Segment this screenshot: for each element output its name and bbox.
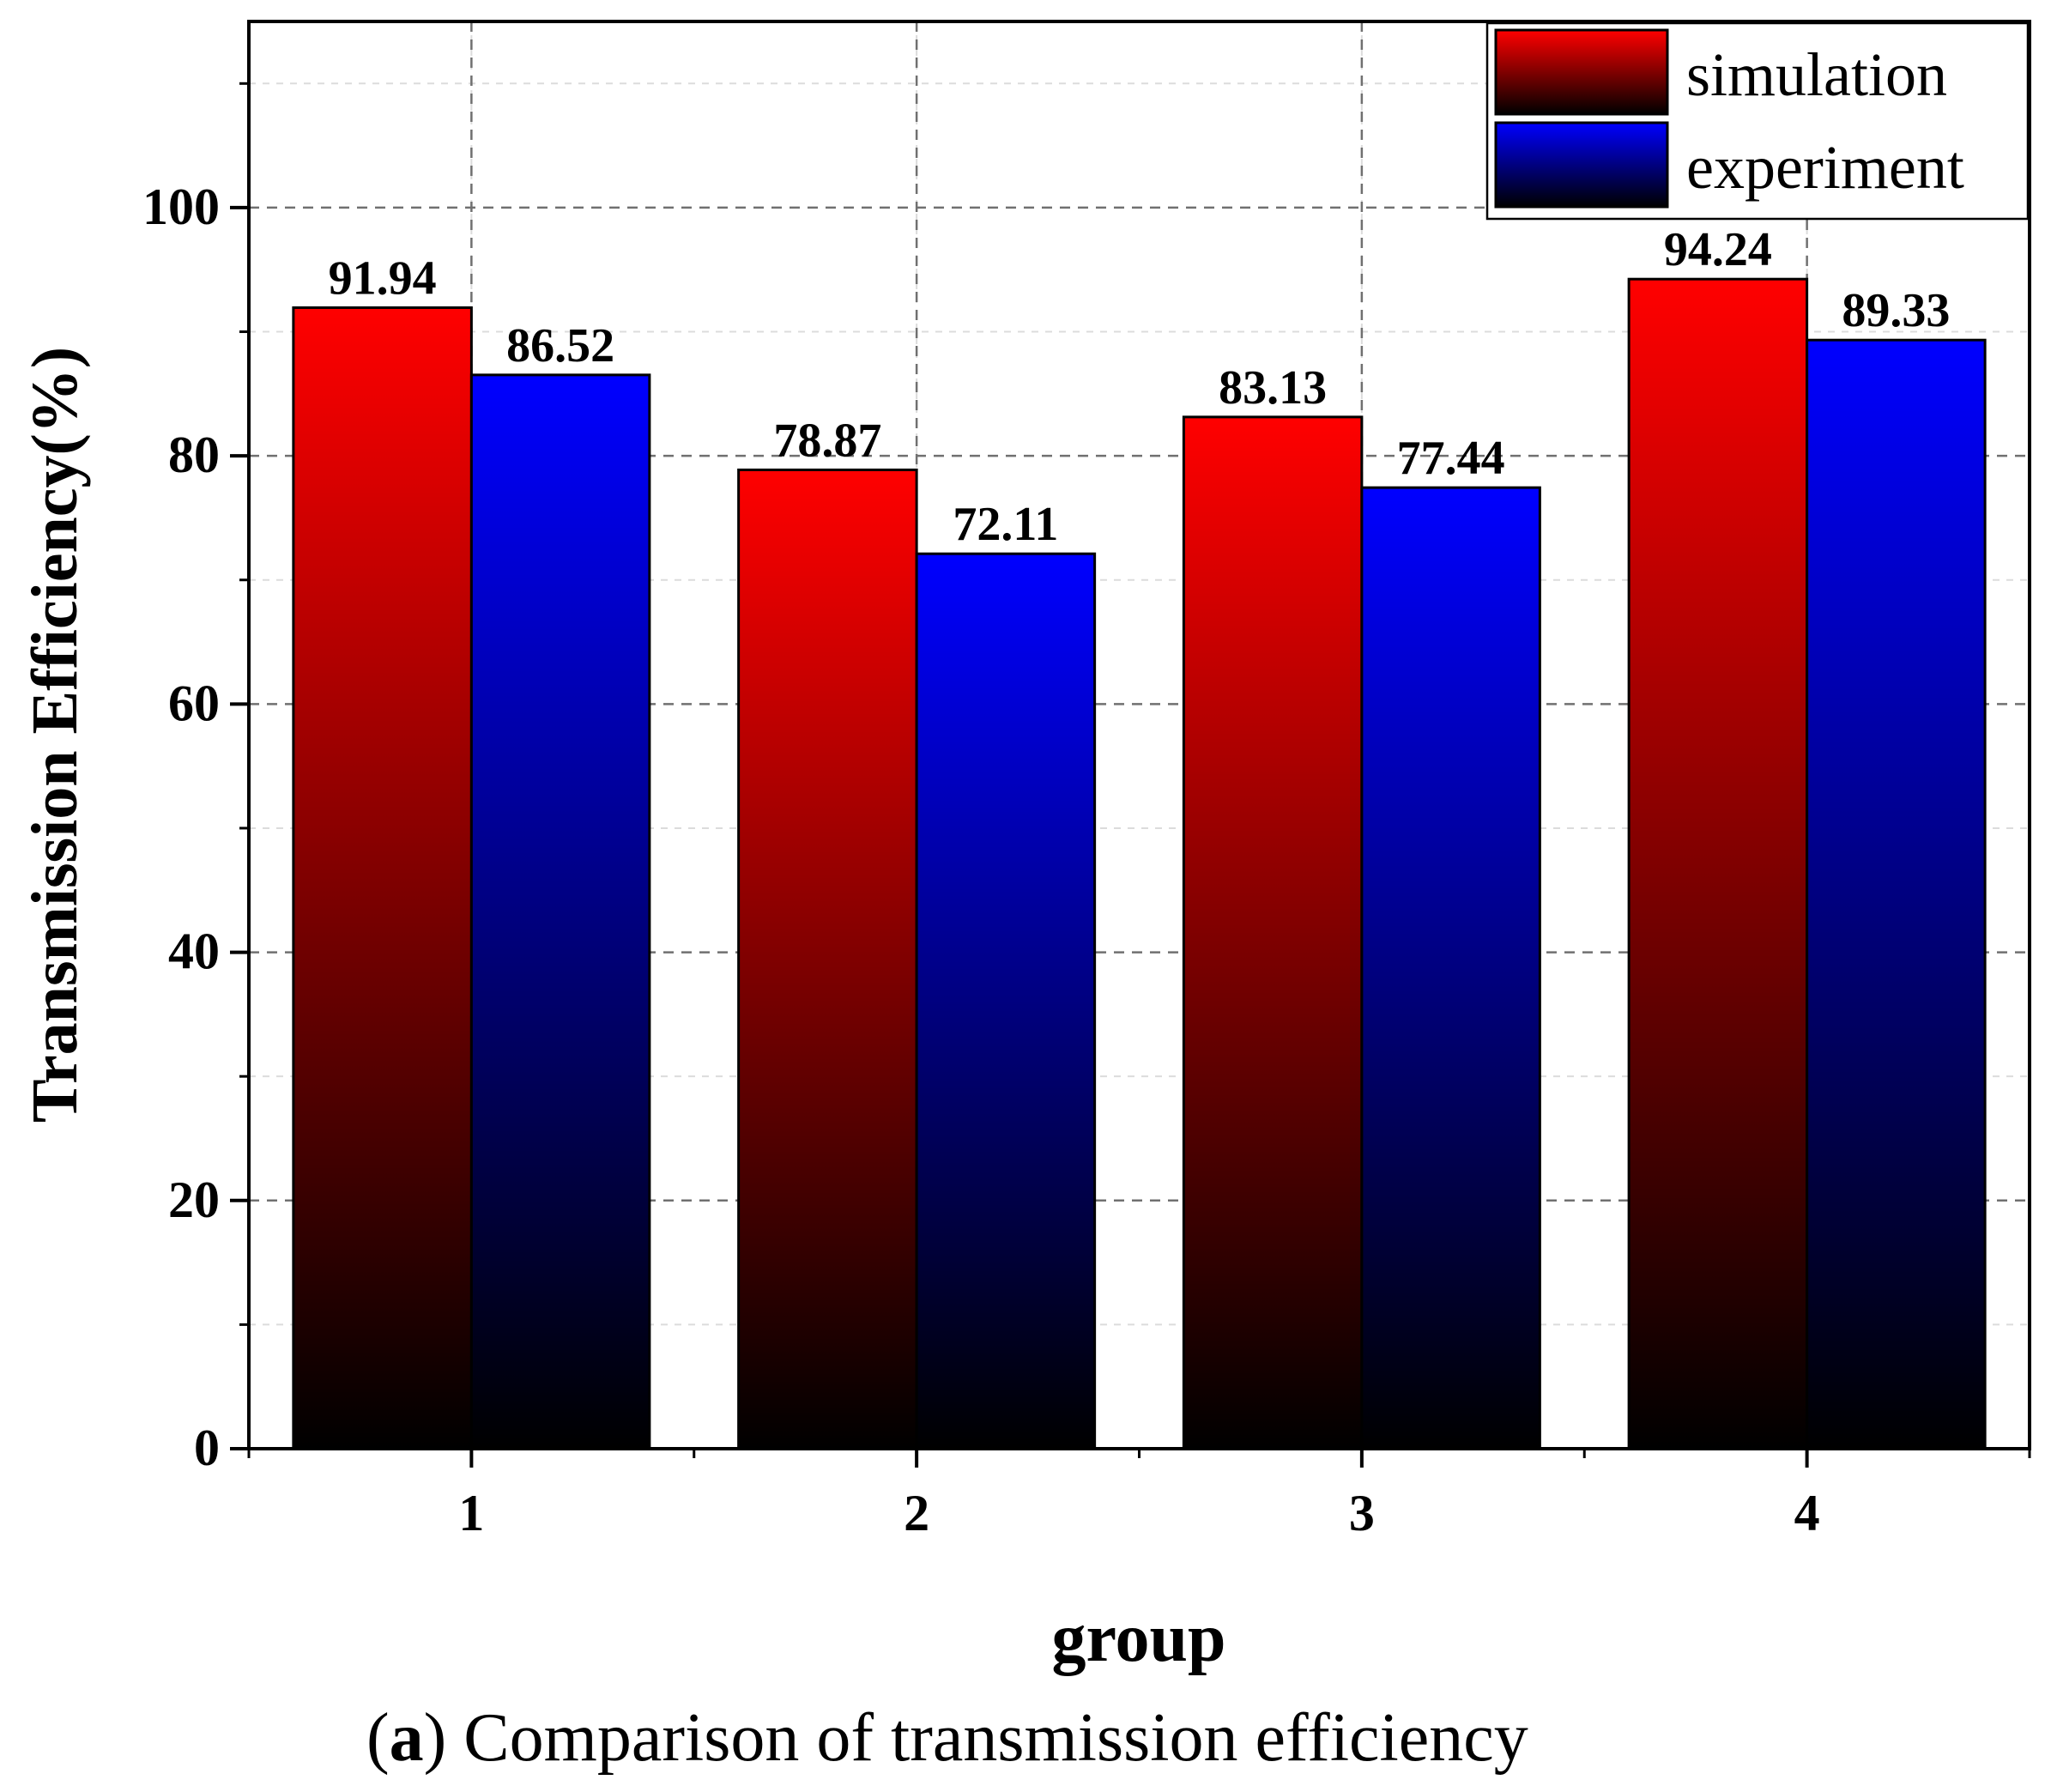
- bar-experiment-2: [915, 552, 1097, 1450]
- bar-chart: 91.94 86.52 78.87 72.11 83.13 77.44 94.24 89.33…: [19, 20, 2031, 1676]
- bar-experiment-1: [469, 373, 651, 1450]
- x-tick-label: 3: [1349, 1485, 1375, 1541]
- y-axis-title: Transmission Efficiency(%): [19, 347, 91, 1123]
- caption-text: ) Comparison of transmission efficiency: [423, 1700, 1528, 1776]
- bar-experiment-3: [1360, 486, 1541, 1450]
- axes: [230, 20, 2031, 1468]
- y-tick-label: 0: [194, 1420, 220, 1476]
- legend: simulation experiment: [1485, 21, 2030, 221]
- data-label-simulation-2: 78.87: [773, 414, 881, 467]
- y-tick-label: 60: [168, 675, 220, 731]
- bar-experiment-4: [1806, 338, 1987, 1450]
- data-label-simulation-4: 94.24: [1664, 223, 1772, 276]
- data-label-experiment-1: 86.52: [506, 319, 614, 372]
- data-label-experiment-2: 72.11: [953, 498, 1058, 551]
- x-tick-label: 4: [1794, 1485, 1820, 1541]
- figure-caption: (a) Comparison of transmission efficienc…: [0, 1704, 2051, 1772]
- bar-simulation-4: [1627, 277, 1809, 1450]
- y-tick-label: 80: [168, 427, 220, 483]
- data-label-experiment-4: 89.33: [1842, 284, 1950, 337]
- tick-labels: 0 20 40 60 80 100 1 2 3 4: [142, 179, 1820, 1541]
- legend-label-simulation: simulation: [1686, 40, 1947, 109]
- x-tick-label: 1: [458, 1485, 484, 1541]
- y-tick-label: 100: [142, 179, 220, 235]
- data-label-simulation-3: 83.13: [1219, 361, 1327, 415]
- bar-simulation-1: [292, 306, 473, 1450]
- bars: [292, 277, 1987, 1450]
- legend-swatch-experiment: [1494, 121, 1669, 209]
- caption-letter: a: [389, 1700, 424, 1776]
- x-axis-title: group: [1051, 1601, 1225, 1676]
- data-label-simulation-1: 91.94: [329, 251, 437, 305]
- y-tick-label: 40: [168, 923, 220, 980]
- y-tick-label: 20: [168, 1171, 220, 1228]
- legend-swatch-simulation: [1494, 28, 1669, 116]
- caption-open: (: [366, 1700, 390, 1776]
- bar-simulation-2: [737, 468, 918, 1450]
- data-labels: 91.94 86.52 78.87 72.11 83.13 77.44 94.24 89.33: [329, 223, 1951, 551]
- legend-label-experiment: experiment: [1686, 133, 1964, 202]
- data-label-experiment-3: 77.44: [1397, 432, 1505, 485]
- bar-simulation-3: [1182, 415, 1364, 1450]
- x-tick-label: 2: [904, 1485, 929, 1541]
